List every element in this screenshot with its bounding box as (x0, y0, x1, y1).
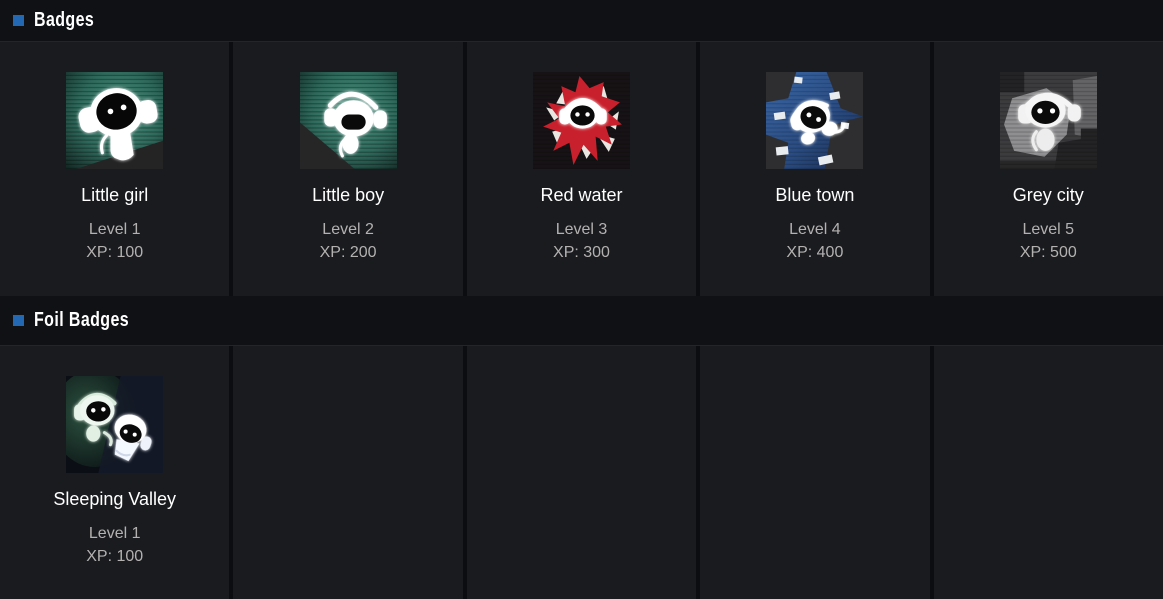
badge-card-little-girl[interactable]: Little girl Level 1 XP: 100 (0, 42, 230, 296)
badge-card-sleeping-valley[interactable]: Sleeping Valley Level 1 XP: 100 (0, 346, 230, 599)
badge-name: Sleeping Valley (53, 489, 177, 509)
badge-name: Little girl (81, 185, 149, 205)
badge-meta: Level 4 XP: 400 (786, 218, 843, 264)
badge-level: Level 1 (88, 525, 141, 542)
badge-card-grey-city[interactable]: Grey city Level 5 XP: 500 (933, 42, 1163, 296)
badge-level: Level 5 (1022, 221, 1075, 238)
badge-meta: Level 1 XP: 100 (86, 522, 143, 568)
little-boy-badge-icon (299, 72, 397, 169)
badge-meta: Level 2 XP: 200 (320, 218, 377, 264)
badge-meta: Level 3 XP: 300 (553, 218, 610, 264)
badge-cell-empty (933, 346, 1163, 599)
badge-xp: XP: 100 (86, 244, 144, 261)
badge-level: Level 1 (88, 221, 141, 238)
sleeping-valley-foil-badge-icon (66, 376, 164, 473)
badge-level: Level 2 (322, 221, 374, 238)
badge-name: Little boy (312, 185, 385, 205)
badge-cell-empty (700, 346, 930, 599)
badges-grid: Little girl Level 1 XP: 100 (0, 41, 1163, 296)
badge-meta: Level 1 XP: 100 (86, 218, 143, 264)
badge-xp: XP: 100 (86, 548, 144, 565)
little-girl-badge-icon (66, 72, 164, 169)
badge-xp: XP: 200 (319, 244, 377, 261)
badge-cell-empty (466, 346, 697, 599)
blue-town-badge-icon (766, 72, 864, 169)
badge-xp: XP: 400 (786, 244, 844, 261)
badge-level: Level 4 (789, 221, 841, 238)
foil-badges-grid: Sleeping Valley Level 1 XP: 100 (0, 345, 1163, 599)
badge-name: Red water (540, 185, 623, 205)
badge-name: Blue town (775, 185, 855, 205)
badge-cell-empty (233, 346, 463, 599)
badge-meta: Level 5 XP: 500 (1020, 218, 1077, 264)
section-header-foil-badges: Foil Badges (0, 296, 1163, 345)
grey-city-badge-icon (999, 72, 1097, 169)
badge-card-little-boy[interactable]: Little boy Level 2 XP: 200 (233, 42, 463, 296)
badge-card-blue-town[interactable]: Blue town Level 4 XP: 400 (700, 42, 930, 296)
badge-level: Level 3 (555, 221, 608, 238)
badge-card-red-water[interactable]: Red water Level 3 XP: 300 (466, 42, 697, 296)
badge-xp: XP: 500 (1019, 244, 1077, 261)
badge-name: Grey city (1012, 185, 1084, 205)
blue-square-bullet-icon (13, 15, 24, 26)
red-water-badge-icon (532, 72, 630, 169)
blue-square-bullet-icon (13, 315, 24, 326)
badge-xp: XP: 300 (553, 244, 610, 261)
section-title: Badges (34, 9, 95, 31)
section-title: Foil Badges (34, 309, 130, 331)
section-header-badges: Badges (0, 0, 1163, 41)
